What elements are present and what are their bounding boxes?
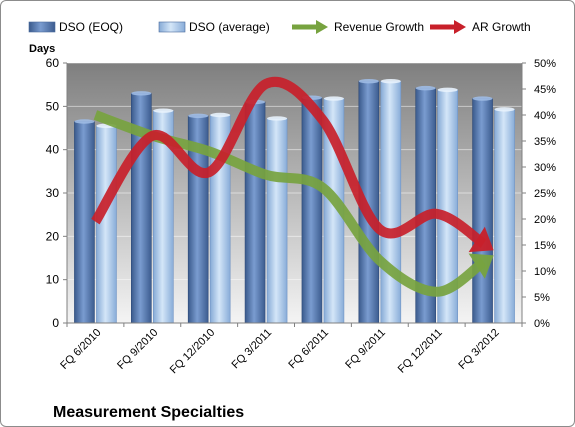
bar-top-cap <box>415 85 436 91</box>
bar-dso-average <box>380 80 402 324</box>
y2-tick-label: 45% <box>534 84 556 96</box>
x-tick-label: FQ 9/2011 <box>343 327 388 372</box>
y2-tick-label: 25% <box>534 188 556 200</box>
x-tick-label: FQ 6/2011 <box>286 327 331 372</box>
legend-swatch-dso-eoq- <box>28 21 56 33</box>
legend-label-ar-growth: AR Growth <box>472 20 531 34</box>
y2-tick-label: 15% <box>534 240 556 252</box>
revenue-growth-arrowhead <box>468 253 494 279</box>
bar-top-cap <box>472 96 493 101</box>
bar-top-cap <box>323 96 344 101</box>
legend-swatch-dso-average- <box>158 21 186 33</box>
x-tick-label: FQ 3/2012 <box>456 327 501 372</box>
x-tick-label: FQ 6/2010 <box>58 327 103 372</box>
x-tick-label: FQ 9/2010 <box>115 327 160 372</box>
y-tick-label: 30 <box>46 186 60 200</box>
bar-top-cap <box>131 91 152 96</box>
ar-growth-arrowhead <box>468 226 494 253</box>
y-tick-label: 0 <box>52 316 59 330</box>
bar-top-cap <box>437 87 458 93</box>
y-tick-label: 20 <box>46 229 60 243</box>
legend-label-revenue-growth: Revenue Growth <box>334 20 424 34</box>
bar-top-cap <box>494 107 515 112</box>
bar-top-cap <box>358 79 379 84</box>
y2-tick-label: 35% <box>534 136 556 148</box>
x-tick-label: FQ 3/2011 <box>230 327 275 372</box>
legend-label-dso-average-: DSO (average) <box>189 20 270 34</box>
x-tick-label: FQ 12/2010 <box>168 327 218 377</box>
bar-top-cap <box>153 108 174 113</box>
y2-tick-label: 20% <box>534 214 556 226</box>
y-tick-label: 50 <box>46 99 60 113</box>
bar-dso-eoq <box>301 97 323 324</box>
y-tick-label: 10 <box>46 273 60 287</box>
bar-dso-average <box>494 109 515 324</box>
bar-dso-eoq <box>74 121 95 324</box>
bar-dso-eoq <box>244 101 266 324</box>
legend: DSO (EOQ) DSO (average) Revenue Growth AR G… <box>28 20 531 34</box>
bar-top-cap <box>380 79 401 84</box>
y2-tick-label: 10% <box>534 266 556 278</box>
y-axis-title: Days <box>29 43 55 55</box>
bar-dso-average <box>96 125 117 324</box>
y-tick-label: 60 <box>46 56 60 70</box>
bar-top-cap <box>74 119 95 124</box>
y2-tick-label: 50% <box>534 58 556 70</box>
ar-growth-line <box>91 76 487 248</box>
y-tick-label: 40 <box>46 143 60 157</box>
y2-tick-label: 30% <box>534 162 556 174</box>
y2-tick-label: 40% <box>534 110 556 122</box>
legend-label-dso-eoq-: DSO (EOQ) <box>59 20 123 34</box>
y2-tick-label: 5% <box>534 292 550 304</box>
x-tick-label: FQ 12/2011 <box>396 327 445 376</box>
bar-dso-average <box>266 118 288 324</box>
legend-arrowhead-ar-growth <box>454 20 466 34</box>
y2-tick-label: 0% <box>534 318 550 330</box>
bars-group <box>74 79 515 324</box>
bar-top-cap <box>267 116 288 121</box>
bar-top-cap <box>210 112 231 118</box>
legend-arrowhead-revenue-growth <box>316 20 328 34</box>
bar-dso-eoq <box>472 98 493 324</box>
bar-top-cap <box>188 113 209 119</box>
chart-title: Measurement Specialties <box>53 404 244 421</box>
lines-group <box>91 76 494 297</box>
